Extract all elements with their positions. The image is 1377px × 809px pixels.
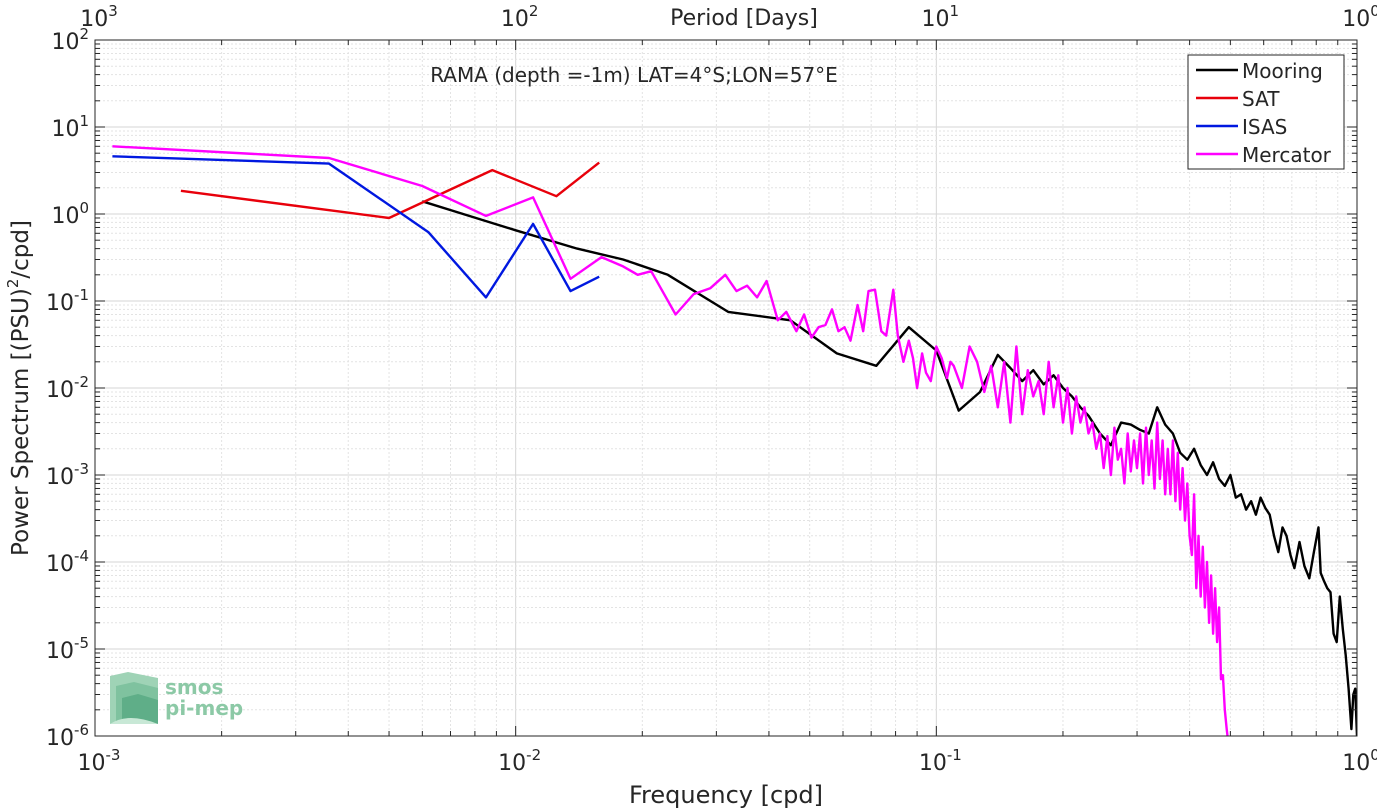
legend-label-mercator: Mercator <box>1242 143 1332 167</box>
y-tick-label: 10-1 <box>46 286 89 316</box>
tick-marks <box>94 40 1357 737</box>
series-line-isas <box>112 155 600 299</box>
y-tick-label: 100 <box>51 199 89 229</box>
y-tick-label: 10-2 <box>46 373 89 403</box>
series-layer <box>112 145 1357 736</box>
y-tick-label: 10-4 <box>46 547 89 577</box>
logo-text-pimep: pi-mep <box>165 696 243 720</box>
logo-text-smos: smos <box>165 675 223 699</box>
y-tick-label: 101 <box>51 112 89 142</box>
y-axis-label: Power Spectrum [(PSU)2/cpd] <box>4 220 34 556</box>
y-tick-labels: 102 101 100 10-1 10-2 10-3 10-4 10-5 10-6 <box>46 25 89 751</box>
x-tick-label: 10-2 <box>498 746 541 776</box>
legend-box <box>1187 54 1345 170</box>
x-tick-label: 10-3 <box>78 746 121 776</box>
series-line-mercator <box>112 145 1229 736</box>
y-tick-label: 10-6 <box>46 721 89 751</box>
legend: Mooring SAT ISAS Mercator <box>1187 54 1345 170</box>
top-axis-label: Period [Days] <box>670 6 818 31</box>
x-tick-label: 100 <box>1342 746 1377 776</box>
top-tick-label: 101 <box>922 2 960 32</box>
x-tick-labels: 10-3 10-2 10-1 100 <box>78 746 1377 776</box>
legend-label-isas: ISAS <box>1242 115 1287 139</box>
legend-label-mooring: Mooring <box>1242 59 1323 83</box>
series-line-sat <box>180 161 600 220</box>
legend-label-sat: SAT <box>1242 87 1280 111</box>
y-tick-label: 102 <box>51 25 89 55</box>
top-tick-labels: 103 102 101 100 <box>80 2 1377 32</box>
top-tick-label: 102 <box>501 2 539 32</box>
top-tick-label: 100 <box>1342 2 1377 32</box>
series-line-mooring <box>421 200 1357 736</box>
chart-title: RAMA (depth =-1m) LAT=4°S;LON=57°E <box>430 63 838 87</box>
x-axis-label: Frequency [cpd] <box>629 781 823 809</box>
y-tick-label: 10-3 <box>46 460 89 490</box>
y-tick-label: 10-5 <box>46 634 89 664</box>
smos-pimep-logo: smos pi-mep <box>110 672 243 724</box>
top-tick-label: 103 <box>80 2 118 32</box>
x-tick-label: 10-1 <box>919 746 962 776</box>
